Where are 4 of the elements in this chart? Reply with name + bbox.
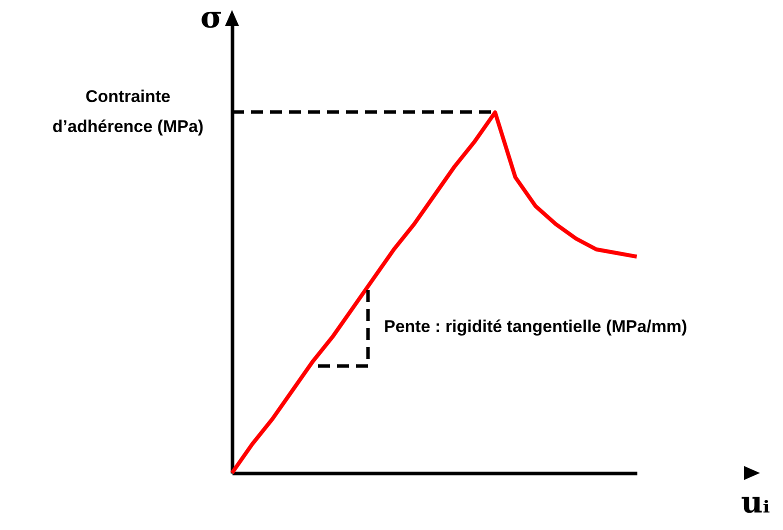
text: Contrainte d’adhérence (MPa) — [52, 86, 204, 138]
y-axis-title: σ — [200, 0, 222, 36]
annotation: Pente : rigidité tangentielle (MPa/mm) — [384, 316, 688, 338]
x-axis-title: uᵢ — [741, 486, 770, 520]
